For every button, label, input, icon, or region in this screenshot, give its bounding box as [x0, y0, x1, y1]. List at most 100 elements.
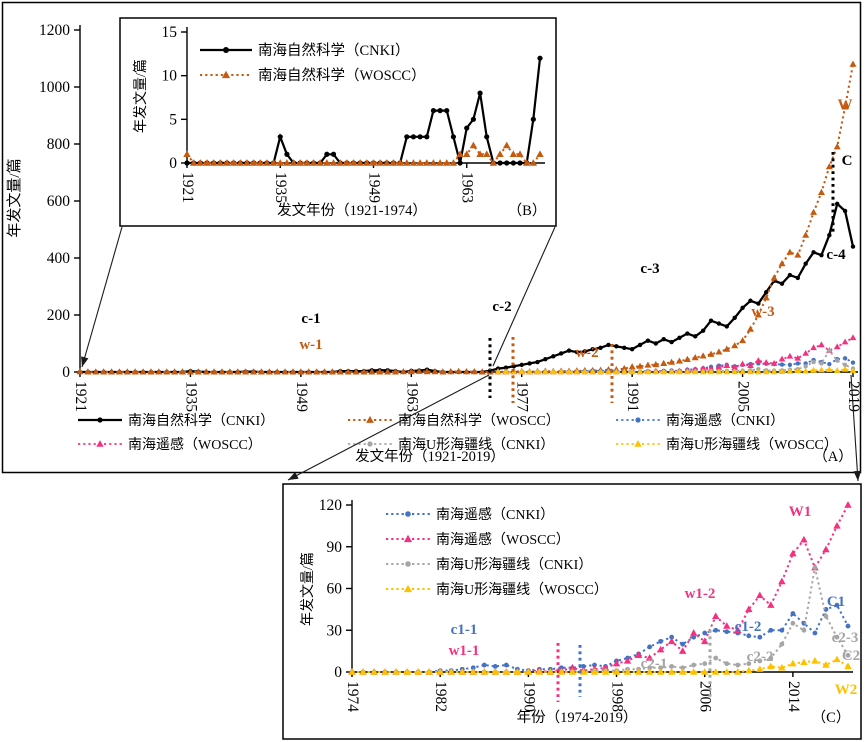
- svg-text:1935: 1935: [272, 172, 289, 203]
- svg-text:1974: 1974: [344, 681, 361, 712]
- svg-text:800: 800: [47, 136, 71, 153]
- panel-c-label: （C）: [811, 710, 851, 726]
- svg-text:0: 0: [169, 155, 177, 172]
- annotation-c1-1: c1-1: [451, 622, 478, 638]
- annotation-c1-2: c1-2: [735, 619, 762, 635]
- annotation-c-4: c-4: [826, 247, 846, 263]
- annotation-c2-1: c2-1: [641, 656, 668, 672]
- annotation-c2-2: c2-2: [747, 649, 774, 665]
- panel-a-y-axis-title: 年发文量/篇: [7, 158, 23, 238]
- panel-b-y-axis-title: 年发文量/篇: [134, 59, 149, 133]
- arrowhead: [81, 356, 89, 367]
- legend-item: 南海遥感（CNKI）: [386, 506, 554, 523]
- svg-text:南海自然科学（WOSCC）: 南海自然科学（WOSCC）: [258, 67, 426, 84]
- svg-text:15: 15: [162, 24, 178, 41]
- panel-b-label: （B）: [507, 203, 547, 219]
- svg-text:南海U形海疆线（WOSCC）: 南海U形海疆线（WOSCC）: [666, 437, 838, 453]
- legend-item: 南海自然科学（WOSCC）: [348, 412, 560, 429]
- svg-text:1982: 1982: [432, 681, 449, 712]
- annotation-C: C: [842, 153, 853, 169]
- svg-text:1990: 1990: [520, 681, 537, 712]
- svg-text:1963: 1963: [459, 172, 476, 203]
- zoom-connector-lines: [81, 226, 862, 482]
- svg-text:南海自然科学（WOSCC）: 南海自然科学（WOSCC）: [398, 412, 560, 429]
- series-a-5: [494, 365, 857, 375]
- svg-text:南海遥感（WOSCC）: 南海遥感（WOSCC）: [436, 531, 570, 548]
- annotation-W: W: [838, 97, 853, 113]
- connector-line: [850, 374, 859, 482]
- connector-line: [81, 226, 123, 368]
- svg-text:5: 5: [169, 111, 177, 128]
- series-c-3: [348, 655, 852, 675]
- annotation-C2: C2: [842, 648, 860, 664]
- svg-text:南海遥感（CNKI）: 南海遥感（CNKI）: [436, 506, 554, 523]
- svg-text:1949: 1949: [293, 381, 310, 412]
- svg-text:1935: 1935: [182, 381, 199, 412]
- legend-item: 南海U形海疆线（WOSCC）: [616, 437, 838, 453]
- legend-item: 南海自然科学（CNKI）: [78, 412, 274, 429]
- legend-item: 南海自然科学（CNKI）: [200, 42, 409, 59]
- svg-text:南海自然科学（CNKI）: 南海自然科学（CNKI）: [258, 42, 409, 59]
- svg-text:600: 600: [47, 193, 71, 210]
- svg-text:南海遥感（CNKI）: 南海遥感（CNKI）: [666, 412, 784, 429]
- annotation-c-2: c-2: [492, 299, 511, 315]
- svg-text:1963: 1963: [403, 381, 420, 412]
- svg-text:30: 30: [327, 622, 343, 639]
- svg-text:0: 0: [334, 664, 342, 681]
- annotation-C1: C1: [827, 594, 845, 610]
- legend-item: 南海U形海疆线（CNKI）: [348, 437, 554, 453]
- arrowhead: [288, 472, 299, 480]
- annotation-w-1: w-1: [299, 337, 322, 353]
- svg-text:南海U形海疆线（WOSCC）: 南海U形海疆线（WOSCC）: [436, 582, 608, 598]
- svg-text:1998: 1998: [609, 681, 626, 712]
- connector-line: [492, 226, 556, 367]
- svg-text:南海U形海疆线（CNKI）: 南海U形海疆线（CNKI）: [398, 437, 554, 453]
- legend-item: 南海自然科学（WOSCC）: [200, 67, 426, 84]
- legend-item: 南海遥感（CNKI）: [616, 412, 784, 429]
- annotation-w1-1: w1-1: [449, 643, 480, 659]
- legend-a: 南海自然科学（CNKI） 南海自然科学（WOSCC） 南海遥感（CNKI） 南海遥感（…: [78, 412, 838, 453]
- svg-text:0: 0: [62, 364, 70, 381]
- legend-b: 南海自然科学（CNKI） 南海自然科学（WOSCC）: [200, 42, 426, 84]
- svg-text:120: 120: [319, 497, 343, 514]
- svg-text:1977: 1977: [514, 381, 531, 412]
- svg-text:1200: 1200: [39, 22, 70, 39]
- panel-c-x-axis-title: 年份（1974-2019）: [516, 710, 638, 726]
- annotation-W2: W2: [835, 682, 858, 698]
- svg-text:南海遥感（WOSCC）: 南海遥感（WOSCC）: [128, 436, 262, 453]
- annotation-c2-3: c2-3: [832, 630, 859, 646]
- svg-text:2014: 2014: [785, 681, 802, 712]
- panel-b-x-axis-title: 发文年份（1921-1974）: [277, 203, 427, 219]
- annotation-c-1: c-1: [301, 311, 320, 327]
- annotation-c-3: c-3: [640, 261, 659, 277]
- panel-a-x-axis-title: 发文年份（1921-2019）: [355, 449, 505, 465]
- panel-a-label: （A）: [813, 449, 853, 465]
- connector-line: [287, 374, 490, 481]
- legend-item: 南海遥感（WOSCC）: [386, 531, 570, 548]
- annotation-w-3: w-3: [751, 304, 774, 320]
- svg-text:60: 60: [327, 581, 343, 598]
- svg-text:1949: 1949: [365, 172, 382, 203]
- svg-text:400: 400: [47, 250, 71, 267]
- legend-item: 南海U形海疆线（CNKI）: [386, 557, 592, 573]
- svg-text:90: 90: [327, 539, 343, 556]
- svg-text:200: 200: [47, 307, 71, 324]
- arrowhead: [853, 470, 862, 481]
- annotation-w1-2: w1-2: [685, 586, 716, 602]
- legend-c: 南海遥感（CNKI） 南海遥感（WOSCC） 南海U形海疆线（CNKI） 南海U形海疆…: [386, 506, 608, 598]
- panel-c-y-axis-title: 年发文量/篇: [301, 552, 316, 626]
- series-b-1: [183, 141, 544, 166]
- svg-text:南海自然科学（CNKI）: 南海自然科学（CNKI）: [128, 412, 274, 429]
- svg-text:10: 10: [162, 68, 178, 85]
- annotation-W1: W1: [789, 504, 812, 520]
- svg-text:1921: 1921: [72, 381, 89, 412]
- legend-item: 南海U形海疆线（WOSCC）: [386, 582, 608, 598]
- annotation-w-2: w-2: [575, 345, 598, 361]
- svg-text:1991: 1991: [624, 381, 641, 412]
- svg-text:2005: 2005: [735, 381, 752, 412]
- svg-text:南海U形海疆线（CNKI）: 南海U形海疆线（CNKI）: [436, 557, 592, 573]
